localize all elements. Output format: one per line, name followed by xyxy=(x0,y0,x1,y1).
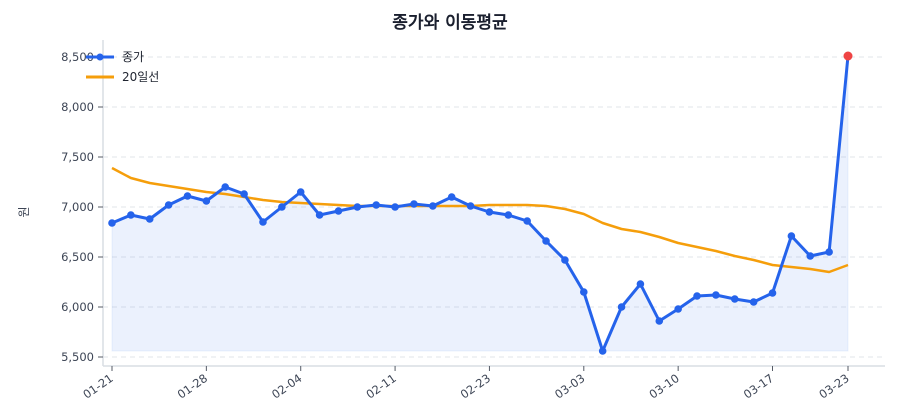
y-tick-label: 5,500 xyxy=(61,350,94,364)
y-tick-label: 6,000 xyxy=(61,300,94,314)
data-point-marker xyxy=(636,280,645,288)
data-point-marker xyxy=(334,207,343,215)
x-tick-label: 02-23 xyxy=(458,371,493,402)
x-axis-ticks: 01-21 01-28 02-04 02-11 02-23 03-03 03-10 03-17… xyxy=(80,366,852,402)
chart-title: 종가와 이동평균 xyxy=(392,13,508,33)
x-tick-label: 03-03 xyxy=(552,371,587,402)
data-point-marker xyxy=(542,237,550,245)
data-point-marker xyxy=(372,201,381,209)
data-point-marker xyxy=(466,202,475,210)
data-point-marker xyxy=(108,219,116,227)
legend-close-label: 종가 xyxy=(122,50,144,64)
x-tick-label: 03-10 xyxy=(646,371,681,402)
y-tick-label: 8,500 xyxy=(61,50,94,64)
data-point-marker xyxy=(164,201,173,209)
data-point-marker xyxy=(485,208,494,216)
data-point-marker xyxy=(693,292,701,300)
close-polyline xyxy=(111,55,850,353)
y-tick-label: 6,500 xyxy=(61,250,94,264)
data-point-marker xyxy=(561,256,569,264)
data-point-marker xyxy=(712,291,720,299)
close-price-fill xyxy=(111,55,849,353)
y-tick-label: 7,500 xyxy=(61,150,94,164)
legend-close-marker-icon xyxy=(96,53,104,61)
axes xyxy=(102,40,885,367)
data-point-marker xyxy=(429,202,437,210)
data-point-marker xyxy=(202,197,211,205)
data-point-marker xyxy=(296,188,305,196)
data-point-marker xyxy=(240,190,248,198)
data-point-marker xyxy=(145,215,154,223)
y-axis-ticks: 5,500 6,000 6,500 7,000 7,500 8,000 8,500 xyxy=(61,50,103,364)
data-point-marker xyxy=(221,183,230,191)
data-point-marker xyxy=(674,305,682,313)
area-fill xyxy=(111,55,849,353)
data-point-marker xyxy=(259,218,267,226)
x-tick-label: 03-23 xyxy=(816,371,851,402)
data-point-marker xyxy=(768,289,777,297)
data-point-marker xyxy=(655,317,664,325)
data-point-marker xyxy=(183,192,192,200)
data-point-marker xyxy=(504,211,513,219)
legend: 종가 20일선 xyxy=(86,50,159,84)
x-tick-label: 02-04 xyxy=(269,371,304,402)
y-tick-label: 8,000 xyxy=(61,100,94,114)
x-tick-label: 03-17 xyxy=(741,371,776,402)
data-point-marker xyxy=(579,288,588,296)
y-axis-label: 원 xyxy=(17,206,31,217)
data-point-marker xyxy=(617,303,626,311)
gridlines xyxy=(103,56,885,358)
data-point-marker xyxy=(749,298,758,306)
ma20-line xyxy=(111,166,849,274)
ma20-polyline xyxy=(111,166,849,274)
x-tick-label: 01-28 xyxy=(175,371,210,402)
data-point-marker xyxy=(353,203,362,211)
last-point-marker xyxy=(843,51,853,61)
x-tick-label: 02-11 xyxy=(363,371,398,402)
y-tick-label: 7,000 xyxy=(61,200,94,214)
data-point-marker xyxy=(523,217,531,225)
data-point-marker xyxy=(278,203,286,211)
data-point-marker xyxy=(598,347,607,355)
data-point-marker xyxy=(787,232,796,240)
data-point-marker xyxy=(730,295,739,303)
data-point-marker xyxy=(391,203,399,211)
close-price-markers xyxy=(108,51,853,355)
data-point-marker xyxy=(447,193,456,201)
data-point-marker xyxy=(127,211,135,219)
data-point-marker xyxy=(315,211,324,219)
legend-ma20-label: 20일선 xyxy=(122,70,159,84)
data-point-marker xyxy=(825,248,833,256)
close-price-line xyxy=(111,55,850,353)
x-tick-label: 01-21 xyxy=(80,371,115,402)
data-point-marker xyxy=(410,200,418,208)
data-point-marker xyxy=(806,252,815,260)
